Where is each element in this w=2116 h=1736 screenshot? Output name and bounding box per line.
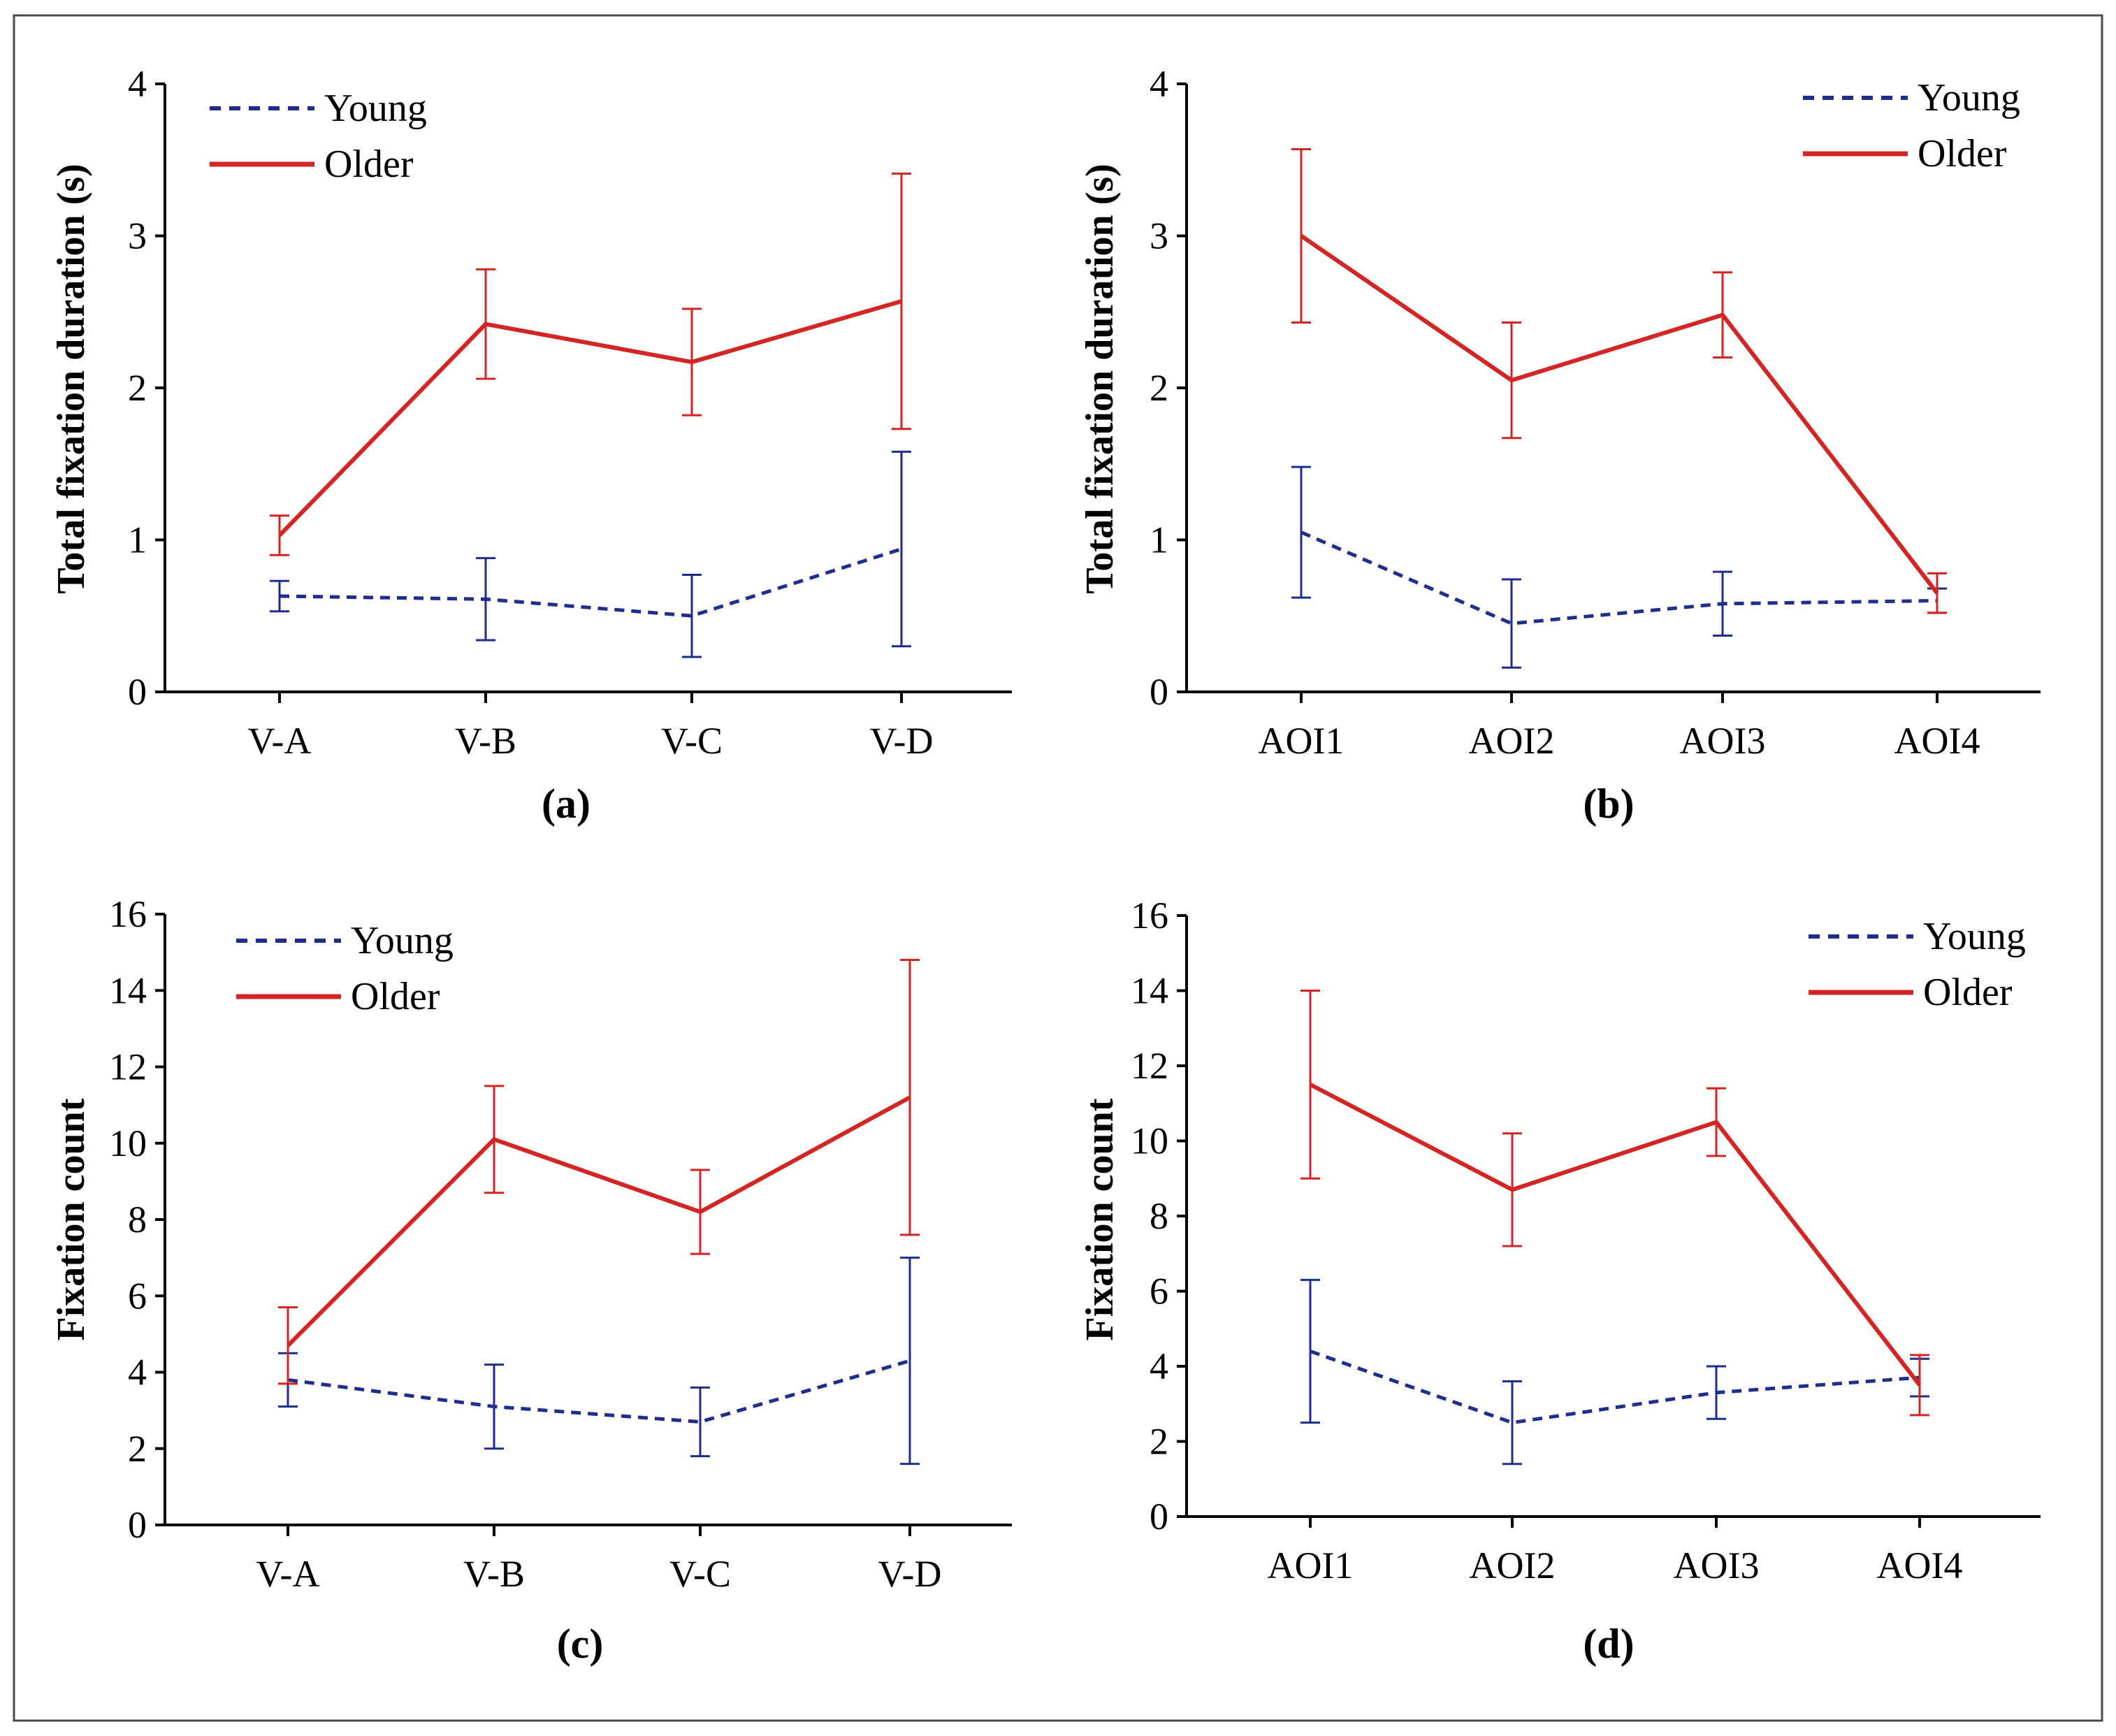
y-axis-title-c: Fixation count [50,1098,93,1340]
y-tick-label-a: 1 [128,519,147,561]
y-axis-title-d: Fixation count [1078,1098,1122,1340]
series-line-young [1310,1350,1920,1425]
legend-label-older: Older [1923,971,2013,1014]
y-tick-label-d: 4 [1150,1345,1168,1387]
y-tick-label-c: 14 [109,969,147,1011]
series-older-c [278,959,920,1385]
x-tick-label-c: V-D [878,1553,941,1595]
chart-a: 0 1 2 3 4 V-A V-B V-C V-D Young Older [128,63,1012,762]
legend-label-young: Young [324,87,427,130]
series-line-young [279,547,902,618]
panel-label-b: (b) [1583,781,1634,827]
x-tick-label-c: V-B [463,1553,525,1595]
x-tick-label-c: V-C [669,1553,731,1595]
y-tick-label-c: 0 [128,1504,147,1546]
panel-d: Fixation count (d) [1078,1098,1635,1667]
y-tick-label-a: 4 [128,63,147,105]
legend-label-older: Older [324,143,414,186]
y-tick-label-b: 3 [1150,215,1168,257]
series-older-a [270,172,911,556]
y-tick-label-b: 2 [1150,367,1168,409]
legend-label-young: Young [1923,915,2026,958]
legend-d: Young Older [1809,915,2026,1014]
x-tick-label-d: AOI2 [1470,1545,1556,1586]
y-tick-label-c: 12 [109,1046,147,1088]
y-tick-label-c: 4 [128,1352,147,1394]
x-tick-label-a: V-B [455,720,516,762]
chart-b: 0 1 2 3 4 AOI1 AOI2 AOI3 AOI4 Young Older [1150,63,2041,762]
x-tick-label-d: AOI1 [1268,1545,1354,1586]
y-tick-label-d: 8 [1150,1195,1168,1237]
panel-a: Total fixation duration (s) (a) [50,164,590,827]
y-tick-label-b: 1 [1150,519,1168,561]
x-tick-label-a: V-D [869,720,933,762]
legend-c: Young Older [236,919,454,1018]
y-tick-label-d: 16 [1131,895,1168,936]
legend-label-young: Young [351,919,454,962]
y-tick-label-d: 6 [1150,1271,1168,1312]
series-line-young [287,1359,911,1424]
x-tick-label-b: AOI4 [1894,720,1980,762]
chart-c: 0 2 4 6 8 10 12 14 16 V-A V-B V-C V-D Young Older [109,893,1012,1595]
y-tick-label-c: 6 [128,1275,147,1317]
panel-label-a: (a) [542,781,590,827]
series-line-older [1300,234,1939,595]
series-line-older [286,1095,911,1347]
y-tick-label-d: 14 [1131,970,1168,1012]
y-tick-label-d: 2 [1150,1421,1168,1463]
x-tick-label-b: AOI1 [1259,720,1345,762]
y-tick-label-d: 10 [1131,1120,1168,1162]
panel-b: Total fixation duration (s) (b) [1078,164,1635,827]
y-tick-label-c: 10 [109,1122,147,1164]
legend-label-older: Older [351,975,440,1018]
panel-label-c: (c) [557,1621,604,1667]
y-tick-label-d: 0 [1150,1496,1168,1538]
legend-label-young: Young [1918,76,2020,120]
legend-a: Young Older [210,87,427,186]
figure-frame [13,14,2103,1722]
x-tick-label-d: AOI4 [1877,1545,1963,1586]
y-tick-label-a: 3 [128,215,147,257]
chart-d: 0 2 4 6 8 10 12 14 16 AOI1 AOI2 AOI3 AOI4 Young Older [1131,895,2041,1586]
y-axis-title-a: Total fixation duration (s) [50,164,93,594]
x-tick-label-d: AOI3 [1674,1545,1760,1586]
series-line-older [277,299,902,537]
y-tick-label-d: 12 [1131,1045,1168,1087]
y-tick-label-a: 0 [128,671,147,713]
series-older-d [1300,990,1929,1417]
x-tick-label-c: V-A [256,1553,319,1595]
series-young-a [270,450,911,658]
x-tick-label-b: AOI2 [1469,720,1555,762]
y-tick-label-c: 16 [109,893,147,935]
series-young-c [278,1257,920,1466]
y-tick-label-b: 4 [1150,63,1168,105]
x-tick-label-a: V-C [661,720,723,762]
y-tick-label-c: 8 [128,1199,147,1240]
series-line-older [1309,1083,1922,1387]
y-axis-title-b: Total fixation duration (s) [1078,164,1122,594]
panel-label-d: (d) [1583,1621,1634,1667]
x-tick-label-b: AOI3 [1680,720,1766,762]
y-tick-label-b: 0 [1150,671,1168,713]
y-tick-label-a: 2 [128,367,147,409]
series-young-d [1300,1278,1929,1466]
legend-b: Young Older [1803,76,2020,175]
x-tick-label-a: V-A [247,720,311,762]
legend-label-older: Older [1918,132,2007,175]
series-young-b [1291,465,1947,669]
series-line-young [1300,530,1938,625]
series-older-b [1291,148,1947,614]
panel-c: Fixation count (c) [50,1098,603,1667]
y-tick-label-c: 2 [128,1428,147,1470]
